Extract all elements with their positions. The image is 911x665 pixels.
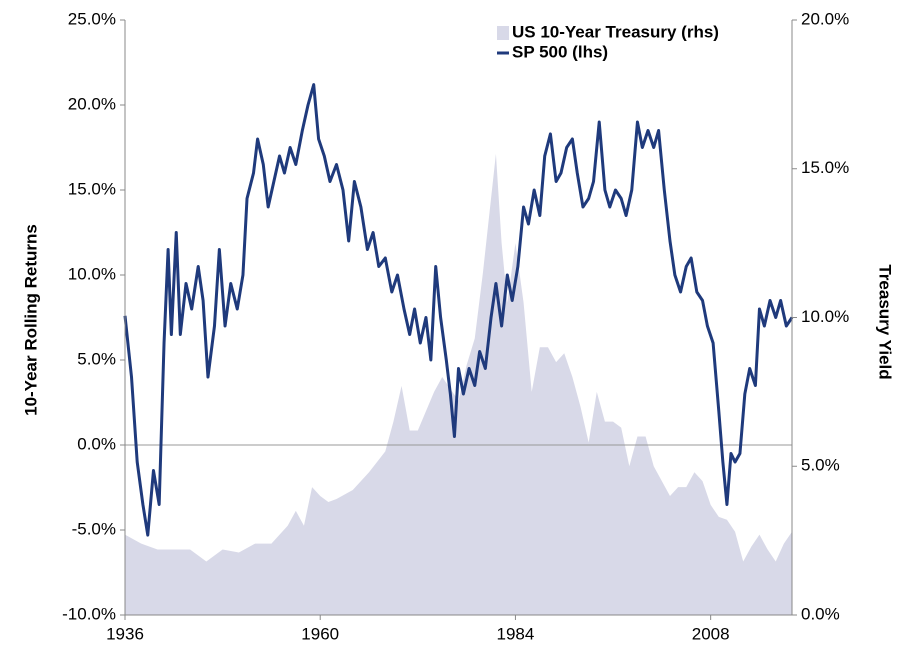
- y2-tick-label: 0.0%: [801, 604, 840, 623]
- area: [125, 153, 792, 615]
- y-tick-label: 15.0%: [68, 179, 116, 198]
- legend-label: US 10-Year Treasury (rhs): [512, 22, 719, 41]
- line: [123, 83, 794, 537]
- y2-tick-label: 5.0%: [801, 456, 840, 475]
- x-tick-label: 1960: [301, 624, 339, 643]
- y-tick-label: 10.0%: [68, 264, 116, 283]
- y-tick-label: 0.0%: [77, 434, 116, 453]
- legend-label: SP 500 (lhs): [512, 42, 608, 61]
- legend-swatch: [497, 26, 509, 40]
- y2-axis-label: Treasury Yield: [876, 264, 895, 379]
- y-tick-label: 5.0%: [77, 349, 116, 368]
- x-tick-label: 1984: [497, 624, 535, 643]
- y2-tick-label: 20.0%: [801, 9, 849, 28]
- y-tick-label: 25.0%: [68, 9, 116, 28]
- y-axis-label: 10-Year Rolling Returns: [21, 224, 40, 416]
- y2-tick-label: 15.0%: [801, 158, 849, 177]
- x-tick-label: 2008: [692, 624, 730, 643]
- y2-tick-label: 10.0%: [801, 307, 849, 326]
- y-tick-label: -5.0%: [72, 519, 116, 538]
- x-tick-label: 1936: [106, 624, 144, 643]
- y-tick-label: -10.0%: [62, 604, 116, 623]
- y-tick-label: 20.0%: [68, 94, 116, 113]
